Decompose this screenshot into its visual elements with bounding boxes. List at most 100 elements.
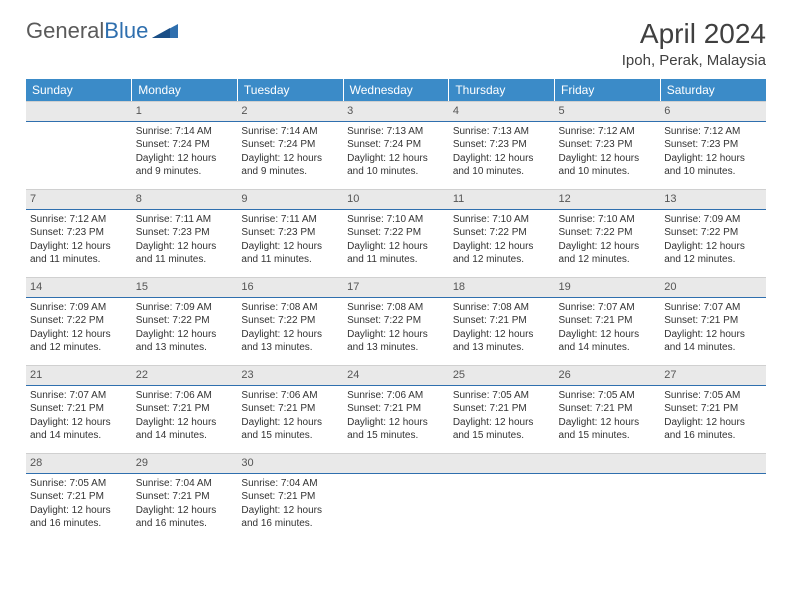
sunset-text: Sunset: 7:22 PM (241, 314, 339, 328)
daylight-text: Daylight: 12 hours and 15 minutes. (559, 416, 657, 443)
calendar-cell: 1Sunrise: 7:14 AMSunset: 7:24 PMDaylight… (132, 101, 238, 189)
sunset-text: Sunset: 7:21 PM (453, 402, 551, 416)
calendar-cell: 24Sunrise: 7:06 AMSunset: 7:21 PMDayligh… (343, 365, 449, 453)
logo-text-b: Blue (104, 18, 148, 44)
sunrise-text: Sunrise: 7:13 AM (347, 125, 445, 139)
calendar-cell (449, 453, 555, 541)
calendar-cell (555, 453, 661, 541)
sunset-text: Sunset: 7:21 PM (136, 490, 234, 504)
calendar-cell: 17Sunrise: 7:08 AMSunset: 7:22 PMDayligh… (343, 277, 449, 365)
day-number: 6 (660, 101, 766, 122)
sunrise-text: Sunrise: 7:06 AM (241, 389, 339, 403)
calendar-cell (343, 453, 449, 541)
sunset-text: Sunset: 7:21 PM (347, 402, 445, 416)
day-number: 11 (449, 189, 555, 210)
day-number: 18 (449, 277, 555, 298)
day-detail: Sunrise: 7:11 AMSunset: 7:23 PMDaylight:… (237, 210, 343, 270)
sunrise-text: Sunrise: 7:07 AM (664, 301, 762, 315)
day-number: 10 (343, 189, 449, 210)
calendar-cell: 10Sunrise: 7:10 AMSunset: 7:22 PMDayligh… (343, 189, 449, 277)
calendar-cell: 30Sunrise: 7:04 AMSunset: 7:21 PMDayligh… (237, 453, 343, 541)
calendar-cell: 14Sunrise: 7:09 AMSunset: 7:22 PMDayligh… (26, 277, 132, 365)
calendar-table: Sunday Monday Tuesday Wednesday Thursday… (26, 79, 766, 541)
daylight-text: Daylight: 12 hours and 12 minutes. (664, 240, 762, 267)
logo-text-a: General (26, 18, 104, 44)
sunrise-text: Sunrise: 7:14 AM (241, 125, 339, 139)
sunset-text: Sunset: 7:21 PM (664, 402, 762, 416)
sunset-text: Sunset: 7:23 PM (453, 138, 551, 152)
day-detail: Sunrise: 7:10 AMSunset: 7:22 PMDaylight:… (343, 210, 449, 270)
sunrise-text: Sunrise: 7:09 AM (30, 301, 128, 315)
sunrise-text: Sunrise: 7:04 AM (241, 477, 339, 491)
sunset-text: Sunset: 7:22 PM (347, 226, 445, 240)
daylight-text: Daylight: 12 hours and 13 minutes. (347, 328, 445, 355)
sunset-text: Sunset: 7:21 PM (30, 402, 128, 416)
daylight-text: Daylight: 12 hours and 10 minutes. (559, 152, 657, 179)
sunset-text: Sunset: 7:21 PM (241, 490, 339, 504)
calendar-cell: 20Sunrise: 7:07 AMSunset: 7:21 PMDayligh… (660, 277, 766, 365)
day-detail: Sunrise: 7:09 AMSunset: 7:22 PMDaylight:… (660, 210, 766, 270)
daylight-text: Daylight: 12 hours and 9 minutes. (241, 152, 339, 179)
sunrise-text: Sunrise: 7:09 AM (664, 213, 762, 227)
sunset-text: Sunset: 7:22 PM (664, 226, 762, 240)
daylight-text: Daylight: 12 hours and 11 minutes. (347, 240, 445, 267)
sunrise-text: Sunrise: 7:11 AM (241, 213, 339, 227)
daylight-text: Daylight: 12 hours and 13 minutes. (241, 328, 339, 355)
sunrise-text: Sunrise: 7:07 AM (559, 301, 657, 315)
sunrise-text: Sunrise: 7:12 AM (30, 213, 128, 227)
day-number: 3 (343, 101, 449, 122)
sunset-text: Sunset: 7:24 PM (136, 138, 234, 152)
sunset-text: Sunset: 7:23 PM (664, 138, 762, 152)
header-tuesday: Tuesday (237, 79, 343, 101)
calendar-cell: 18Sunrise: 7:08 AMSunset: 7:21 PMDayligh… (449, 277, 555, 365)
day-detail: Sunrise: 7:07 AMSunset: 7:21 PMDaylight:… (555, 298, 661, 358)
day-detail: Sunrise: 7:05 AMSunset: 7:21 PMDaylight:… (555, 386, 661, 446)
daylight-text: Daylight: 12 hours and 10 minutes. (664, 152, 762, 179)
header-wednesday: Wednesday (343, 79, 449, 101)
calendar-cell: 5Sunrise: 7:12 AMSunset: 7:23 PMDaylight… (555, 101, 661, 189)
sunset-text: Sunset: 7:23 PM (30, 226, 128, 240)
day-number (660, 453, 766, 474)
day-detail: Sunrise: 7:13 AMSunset: 7:24 PMDaylight:… (343, 122, 449, 182)
sunset-text: Sunset: 7:21 PM (136, 402, 234, 416)
calendar-cell: 4Sunrise: 7:13 AMSunset: 7:23 PMDaylight… (449, 101, 555, 189)
sunset-text: Sunset: 7:21 PM (241, 402, 339, 416)
day-number: 26 (555, 365, 661, 386)
day-detail: Sunrise: 7:05 AMSunset: 7:21 PMDaylight:… (26, 474, 132, 534)
calendar-cell: 29Sunrise: 7:04 AMSunset: 7:21 PMDayligh… (132, 453, 238, 541)
day-detail: Sunrise: 7:13 AMSunset: 7:23 PMDaylight:… (449, 122, 555, 182)
title-block: April 2024 Ipoh, Perak, Malaysia (622, 18, 766, 69)
day-number: 27 (660, 365, 766, 386)
sunrise-text: Sunrise: 7:10 AM (453, 213, 551, 227)
day-detail: Sunrise: 7:14 AMSunset: 7:24 PMDaylight:… (132, 122, 238, 182)
calendar-row: 28Sunrise: 7:05 AMSunset: 7:21 PMDayligh… (26, 453, 766, 541)
sunrise-text: Sunrise: 7:05 AM (30, 477, 128, 491)
day-detail: Sunrise: 7:06 AMSunset: 7:21 PMDaylight:… (343, 386, 449, 446)
daylight-text: Daylight: 12 hours and 14 minutes. (30, 416, 128, 443)
day-detail: Sunrise: 7:05 AMSunset: 7:21 PMDaylight:… (660, 386, 766, 446)
day-number (26, 101, 132, 122)
daylight-text: Daylight: 12 hours and 15 minutes. (453, 416, 551, 443)
daylight-text: Daylight: 12 hours and 13 minutes. (136, 328, 234, 355)
daylight-text: Daylight: 12 hours and 14 minutes. (664, 328, 762, 355)
day-number: 9 (237, 189, 343, 210)
day-number (555, 453, 661, 474)
calendar-cell: 11Sunrise: 7:10 AMSunset: 7:22 PMDayligh… (449, 189, 555, 277)
header-sunday: Sunday (26, 79, 132, 101)
day-detail: Sunrise: 7:07 AMSunset: 7:21 PMDaylight:… (660, 298, 766, 358)
sunrise-text: Sunrise: 7:08 AM (347, 301, 445, 315)
sunset-text: Sunset: 7:21 PM (30, 490, 128, 504)
calendar-head: Sunday Monday Tuesday Wednesday Thursday… (26, 79, 766, 101)
calendar-cell: 9Sunrise: 7:11 AMSunset: 7:23 PMDaylight… (237, 189, 343, 277)
calendar-cell: 16 Sunrise: 7:08 AMSunset: 7:22 PMDayligh… (237, 277, 343, 365)
calendar-cell: 27Sunrise: 7:05 AMSunset: 7:21 PMDayligh… (660, 365, 766, 453)
day-detail: Sunrise: 7:10 AMSunset: 7:22 PMDaylight:… (555, 210, 661, 270)
daylight-text: Daylight: 12 hours and 16 minutes. (241, 504, 339, 531)
sunrise-text: Sunrise: 7:08 AM (241, 301, 339, 315)
day-number: 16 (237, 277, 343, 298)
sunrise-text: Sunrise: 7:12 AM (664, 125, 762, 139)
daylight-text: Daylight: 12 hours and 11 minutes. (136, 240, 234, 267)
day-number: 15 (132, 277, 238, 298)
calendar-cell: 2Sunrise: 7:14 AMSunset: 7:24 PMDaylight… (237, 101, 343, 189)
day-detail: Sunrise: 7:06 AMSunset: 7:21 PMDaylight:… (237, 386, 343, 446)
